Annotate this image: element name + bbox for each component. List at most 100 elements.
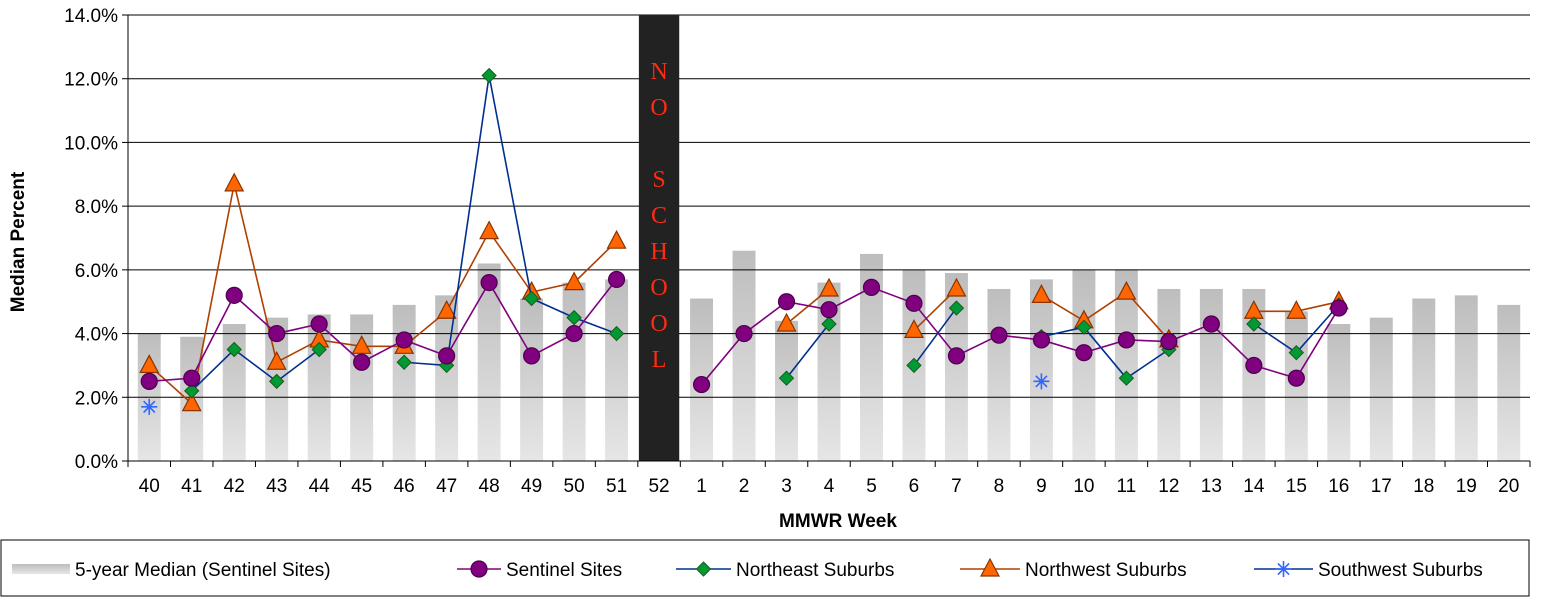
point-45	[353, 353, 371, 371]
bar-51	[605, 279, 629, 461]
point-16	[1330, 299, 1348, 317]
legend-item-northwest-suburbs: Northwest Suburbs	[960, 557, 1187, 581]
no-school-letter: S	[652, 167, 665, 193]
x-tick-label: 41	[181, 476, 202, 497]
bar-11	[1114, 269, 1138, 461]
legend-swatch-marker	[980, 557, 1000, 577]
series-line	[1041, 326, 1170, 380]
y-axis-title: Median Percent	[8, 171, 29, 312]
bar-42	[222, 324, 246, 461]
point-51	[607, 270, 626, 289]
no-school-letter: O	[650, 275, 667, 301]
x-tick-label: 44	[309, 476, 331, 497]
point-48	[481, 67, 497, 84]
point-46	[395, 331, 413, 349]
legend-label: Northwest Suburbs	[1025, 560, 1187, 581]
point-3	[777, 293, 796, 311]
point-6	[905, 294, 923, 312]
y-tick-label: 12.0%	[64, 70, 118, 91]
point-4	[821, 316, 837, 332]
y-tick-label: 10.0%	[64, 133, 118, 154]
gridlines	[128, 14, 1530, 398]
x-tick-label: 46	[394, 476, 415, 497]
point-48	[480, 274, 498, 292]
legend: 5-year Median (Sentinel Sites) Sentinel S…	[0, 539, 1530, 597]
point-48	[479, 220, 500, 240]
point-49	[523, 290, 540, 307]
point-50	[566, 309, 582, 326]
legend-swatch-marker	[695, 561, 712, 577]
point-6	[906, 357, 922, 374]
x-tick-label: 20	[1498, 476, 1519, 497]
point-13	[1202, 315, 1220, 333]
legend-label: Southwest Suburbs	[1318, 560, 1483, 581]
series-line	[700, 286, 1340, 386]
x-tick-label: 14	[1243, 476, 1265, 497]
point-42	[224, 172, 245, 192]
point-12	[1160, 332, 1178, 351]
point-3	[778, 370, 795, 386]
point-15	[1287, 369, 1305, 387]
point-5	[862, 278, 881, 296]
x-tick-label: 15	[1286, 476, 1307, 497]
point-47	[438, 347, 456, 365]
bar-13	[1199, 288, 1223, 461]
bar-series	[137, 250, 1521, 461]
point-49	[523, 347, 541, 365]
bar-3	[775, 320, 798, 461]
x-tick-label: 17	[1371, 476, 1392, 497]
x-tick-label: 9	[1036, 476, 1047, 497]
point-50	[564, 271, 585, 291]
bar-49	[520, 298, 544, 461]
no-school-letter: O	[650, 311, 667, 337]
series-line	[785, 323, 830, 379]
point-7	[946, 277, 967, 297]
series-southwest-suburbs	[141, 373, 1050, 415]
point-50	[565, 324, 583, 343]
point-11	[1118, 370, 1135, 386]
no-school-letter: H	[650, 239, 667, 265]
y-tick-label: 4.0%	[75, 325, 118, 346]
legend-item-northeast-suburbs: Northeast Suburbs	[676, 560, 894, 581]
legend-swatch-marker	[470, 560, 488, 578]
x-tick-label: 12	[1158, 476, 1179, 497]
point-43	[266, 350, 287, 370]
point-8	[990, 326, 1008, 344]
x-tick-label: 42	[224, 476, 245, 497]
x-tick-label: 18	[1413, 476, 1434, 497]
bar-16	[1327, 324, 1351, 461]
series-sentinel-sites	[140, 270, 1348, 394]
point-1	[692, 375, 711, 394]
x-tick-label: 45	[351, 476, 372, 497]
y-tick-label: 2.0%	[75, 388, 118, 409]
bar-18	[1412, 298, 1436, 461]
point-11	[1116, 280, 1137, 300]
x-tick-label: 3	[781, 476, 792, 497]
point-44	[310, 315, 328, 333]
x-tick-label: 51	[606, 476, 627, 497]
x-tick-label: 50	[564, 476, 585, 497]
legend-item-sentinel-sites: Sentinel Sites	[457, 560, 622, 581]
point-51	[606, 229, 627, 249]
x-tick-label: 13	[1201, 476, 1222, 497]
point-43	[268, 324, 286, 343]
series-line	[1041, 291, 1170, 341]
bar-12	[1157, 288, 1181, 461]
point-51	[608, 325, 625, 342]
point-42	[225, 286, 243, 304]
point-3	[776, 312, 797, 332]
bar-46	[392, 304, 416, 461]
bar-10	[1072, 269, 1096, 461]
x-tick-label: 5	[866, 476, 877, 497]
point-44	[311, 341, 327, 358]
no-school-bar	[638, 15, 680, 461]
point-43	[268, 373, 285, 390]
bar-43	[265, 317, 289, 461]
x-tick-label: 40	[139, 476, 160, 497]
x-tick-label: 7	[951, 476, 962, 497]
x-tick-label: 8	[994, 476, 1005, 497]
bar-50	[562, 282, 586, 461]
no-school-letter: N	[650, 59, 667, 85]
series-northwest-suburbs	[139, 172, 1349, 412]
